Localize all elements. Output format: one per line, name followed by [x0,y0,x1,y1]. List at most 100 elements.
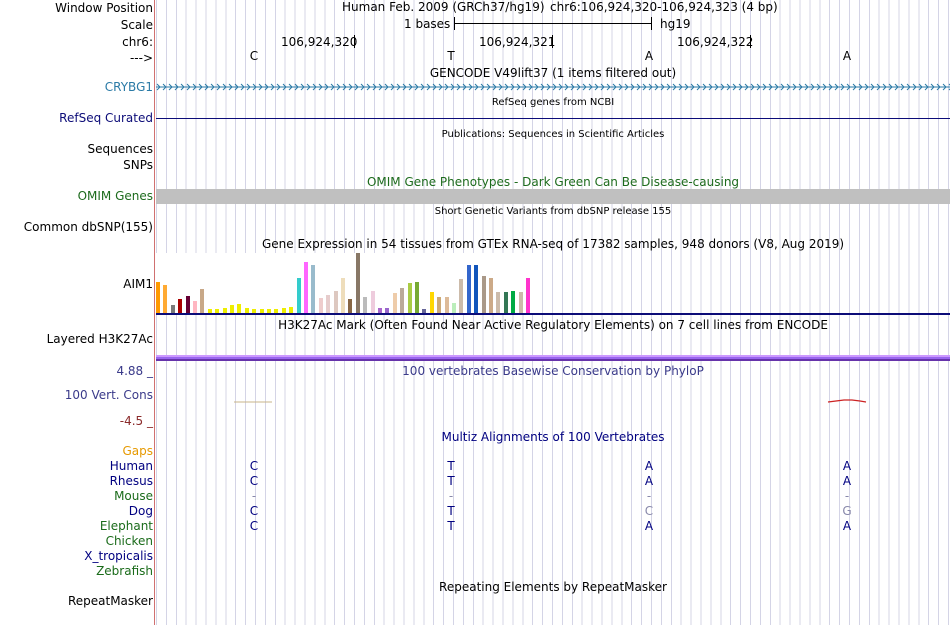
gtex-tissue-bar[interactable] [489,278,493,313]
gtex-tissue-bar[interactable] [466,265,471,313]
omim-feature-bar[interactable] [156,189,950,204]
phylop-track-label[interactable]: 100 Vert. Cons [64,388,153,402]
gtex-tissue-bar[interactable] [304,262,308,313]
gtex-tissue-bar[interactable] [296,278,301,313]
scale-bar-tick-right [651,17,652,30]
gtex-tissue-bar[interactable] [185,296,190,313]
h3k27ac-track-title[interactable]: H3K27Ac Mark (Often Found Near Active Re… [278,318,828,332]
sequence-base: C [249,49,259,63]
publications-track-title[interactable]: Publications: Sequences in Scientific Ar… [441,129,665,140]
gtex-tissue-bar[interactable] [281,308,286,313]
phylop-signal[interactable] [156,395,950,409]
gtex-tissue-bar[interactable] [222,308,227,313]
gtex-tissue-bar[interactable] [311,265,316,313]
repeatmasker-track-label[interactable]: RepeatMasker [67,594,153,608]
publications-label-sequences[interactable]: Sequences [87,142,153,156]
strand-label: ---> [129,51,153,65]
multiz-species-label[interactable]: Mouse [114,489,153,503]
gtex-tissue-bar[interactable] [215,309,220,313]
gtex-tissue-bar[interactable] [378,308,382,313]
gtex-tissue-bar[interactable] [163,285,168,313]
gtex-tissue-bar[interactable] [429,292,434,313]
gtex-tissue-bar[interactable] [503,292,508,313]
multiz-aligned-base: T [447,474,455,488]
multiz-gaps-label[interactable]: Gaps [122,444,153,458]
gtex-tissue-bar[interactable] [326,295,331,313]
multiz-species-label[interactable]: Zebrafish [96,564,153,578]
gtex-tissue-bar[interactable] [289,307,294,313]
gtex-tissue-bar[interactable] [452,303,456,313]
omim-track-label[interactable]: OMIM Genes [77,189,153,203]
gtex-tissue-bar[interactable] [244,308,249,313]
publications-label-snps[interactable]: SNPs [123,158,153,172]
chrom-label: chr6: [122,35,153,49]
dbsnp-track-title[interactable]: Short Genetic Variants from dbSNP releas… [434,206,672,217]
omim-track-title[interactable]: OMIM Gene Phenotypes - Dark Green Can Be… [366,175,740,189]
gtex-tissue-bar[interactable] [341,278,345,313]
gtex-tissue-bar[interactable] [230,305,234,313]
phylop-track-title[interactable]: 100 vertebrates Basewise Conservation by… [402,364,704,378]
gtex-tissue-bar[interactable] [385,308,390,313]
gtex-tissue-bar[interactable] [400,288,405,313]
gtex-tissue-bar[interactable] [170,305,175,313]
multiz-aligned-base: C [249,474,259,488]
gtex-tissue-bar[interactable] [237,304,242,313]
gtex-tissue-bar[interactable] [422,309,427,313]
gtex-tissue-bar[interactable] [252,309,257,313]
multiz-aligned-base: T [447,504,455,518]
track-label-divider [154,0,155,625]
multiz-species-label[interactable]: Elephant [99,519,153,533]
gtex-tissue-bar[interactable] [267,309,271,313]
gtex-track-title[interactable]: Gene Expression in 54 tissues from GTEx … [261,237,845,251]
repeatmasker-track-title[interactable]: Repeating Elements by RepeatMasker [439,580,667,594]
gtex-tissue-bar[interactable] [392,293,397,313]
gtex-tissue-bar[interactable] [207,309,212,313]
gtex-tissue-bar[interactable] [474,265,479,313]
gtex-tissue-bar[interactable] [511,291,516,313]
gtex-tissue-bar[interactable] [193,301,197,313]
gtex-bar-graph[interactable] [156,253,536,313]
multiz-species-label[interactable]: Dog [128,504,153,518]
sequence-base: A [842,49,852,63]
gtex-tissue-bar[interactable] [370,291,375,313]
gtex-tissue-bar[interactable] [156,282,160,313]
h3k27ac-signal-line[interactable] [156,355,950,357]
gtex-tissue-bar[interactable] [178,299,183,313]
h3k27ac-track-label[interactable]: Layered H3K27Ac [46,332,153,346]
multiz-species-label[interactable]: X_tropicalis [84,549,153,563]
gtex-tissue-bar[interactable] [459,279,464,313]
gtex-tissue-bar[interactable] [518,292,523,313]
gencode-track-title[interactable]: GENCODE V49lift37 (1 items filtered out) [429,66,677,80]
gtex-tissue-bar[interactable] [274,309,279,313]
h3k27ac-signal-line[interactable] [156,359,950,361]
multiz-aligned-base: - [646,489,652,503]
gtex-tissue-bar[interactable] [526,278,530,313]
assembly-name: Human Feb. 2009 (GRCh37/hg19) [342,0,545,14]
dbsnp-track-label[interactable]: Common dbSNP(155) [23,220,153,234]
gtex-tissue-bar[interactable] [333,291,338,313]
refseq-track-title[interactable]: RefSeq genes from NCBI [491,97,615,108]
multiz-species-label[interactable]: Rhesus [109,474,153,488]
gtex-tissue-bar[interactable] [444,297,449,313]
gtex-tissue-bar[interactable] [481,276,486,313]
gtex-tissue-bar[interactable] [259,309,264,313]
multiz-track-title[interactable]: Multiz Alignments of 100 Vertebrates [441,430,665,444]
gtex-tissue-bar[interactable] [437,297,442,313]
multiz-species-label[interactable]: Human [109,459,153,473]
gencode-gene-feature[interactable] [156,81,950,93]
gencode-gene-label[interactable]: CRYBG1 [104,80,153,94]
gtex-tissue-bar[interactable] [363,297,368,313]
gtex-tissue-bar[interactable] [318,298,323,313]
gtex-tissue-bar[interactable] [355,253,360,313]
refseq-gene-feature[interactable] [156,118,950,119]
h3k27ac-signal-line[interactable] [156,357,950,359]
gtex-tissue-bar[interactable] [348,299,353,313]
gtex-tissue-bar[interactable] [407,283,412,313]
gtex-tissue-bar[interactable] [496,292,501,313]
multiz-species-label[interactable]: Chicken [105,534,153,548]
multiz-aligned-base: - [844,489,850,503]
gtex-tissue-bar[interactable] [415,282,419,313]
gtex-tissue-bar[interactable] [200,289,205,313]
gtex-gene-label[interactable]: AIM1 [123,277,153,291]
refseq-track-label[interactable]: RefSeq Curated [59,111,153,125]
